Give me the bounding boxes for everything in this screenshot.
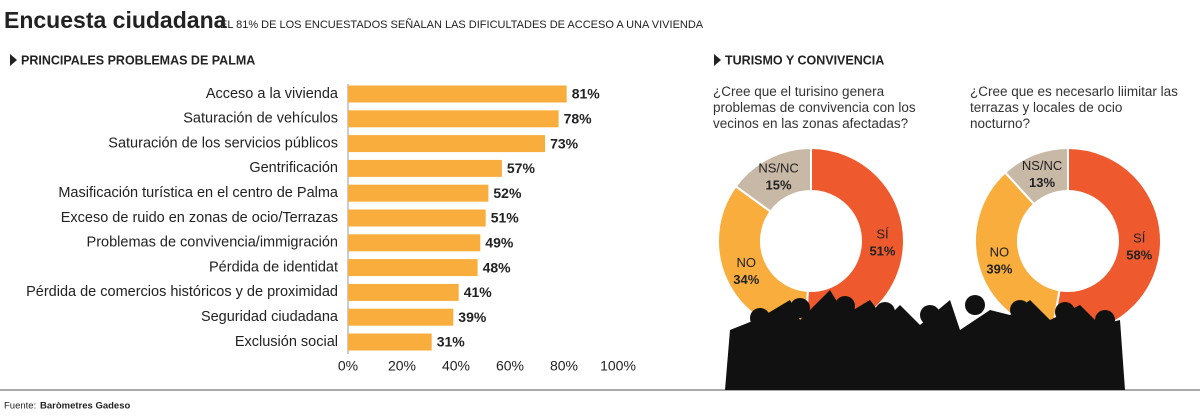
value-label: 48% [483, 259, 512, 275]
x-tick-label: 40% [442, 358, 470, 374]
category-label: Exceso de ruido en zonas de ocio/Terraza… [61, 210, 338, 226]
crowd-silhouette [725, 290, 1125, 390]
bar [348, 159, 502, 177]
value-label: 57% [507, 160, 536, 176]
donut-slice [974, 171, 1061, 334]
bar [348, 308, 454, 326]
question: ¿Cree que el turisino genera problemas d… [713, 84, 916, 131]
x-tick-label: 20% [388, 358, 416, 374]
bar [348, 333, 432, 351]
bullet [714, 54, 721, 66]
slice-value: 34% [733, 272, 759, 287]
slice-value: 58% [1126, 248, 1152, 263]
x-tick-label: 60% [496, 358, 524, 374]
slice-label: NS/NC [758, 161, 798, 176]
bar [348, 85, 567, 103]
section-title: TURISMO Y CONVIVENCIA [725, 53, 884, 67]
bar [348, 135, 546, 153]
slice-label: NS/NC [1022, 158, 1062, 173]
slice-label: NO [737, 255, 757, 270]
value-label: 39% [458, 309, 487, 325]
category-label: Gentrificación [249, 160, 338, 176]
category-label: Saturación de vehículos [183, 111, 338, 127]
category-label: Masificación turística en el centro de P… [58, 185, 339, 201]
donut-slice [1003, 146, 1069, 206]
value-label: 78% [564, 111, 593, 127]
bar [348, 110, 559, 128]
bar [348, 283, 459, 301]
value-label: 52% [493, 185, 522, 201]
section-title: PRINCIPALES PROBLEMAS DE PALMA [21, 53, 255, 67]
x-tick-label: 100% [600, 358, 636, 374]
category-label: Exclusión social [235, 334, 338, 350]
value-label: 81% [572, 86, 601, 102]
bar [348, 259, 478, 277]
slice-label: SÍ [876, 227, 889, 242]
category-label: Problemas de convivencia/immigración [87, 235, 338, 251]
bullet [10, 54, 17, 66]
slice-value: 13% [1029, 175, 1055, 190]
value-label: 31% [437, 334, 466, 350]
value-label: 51% [491, 210, 520, 226]
value-label: 73% [550, 135, 579, 151]
slice-value: 51% [869, 244, 895, 259]
title: Encuesta ciudadana [4, 7, 227, 33]
slice-label: NO [990, 245, 1010, 260]
category-label: Acceso a la vivienda [206, 86, 339, 102]
subtitle: EL 81% DE LOS ENCUESTADOS SEÑALAN LAS DI… [220, 18, 704, 31]
category-label: Pérdida de comercios históricos y de pro… [26, 284, 338, 300]
donut-slice [734, 146, 812, 214]
slice-value: 39% [986, 262, 1012, 277]
bar [348, 184, 489, 202]
source: Baròmetres Gadeso [40, 401, 130, 412]
value-label: 49% [485, 235, 514, 251]
bar [348, 234, 481, 252]
value-label: 41% [464, 284, 493, 300]
category-label: Seguridad ciudadana [201, 309, 339, 325]
category-label: Saturación de los servicios públicos [108, 135, 338, 151]
x-tick-label: 80% [550, 358, 578, 374]
category-label: Pérdida de identidat [209, 259, 338, 275]
slice-value: 15% [766, 178, 792, 193]
question: ¿Cree que es necesarlo liimitar las terr… [970, 84, 1178, 131]
bar [348, 209, 486, 227]
x-tick-label: 0% [338, 358, 358, 374]
slice-label: SÍ [1133, 231, 1146, 246]
source-label: Fuente: [4, 401, 36, 412]
